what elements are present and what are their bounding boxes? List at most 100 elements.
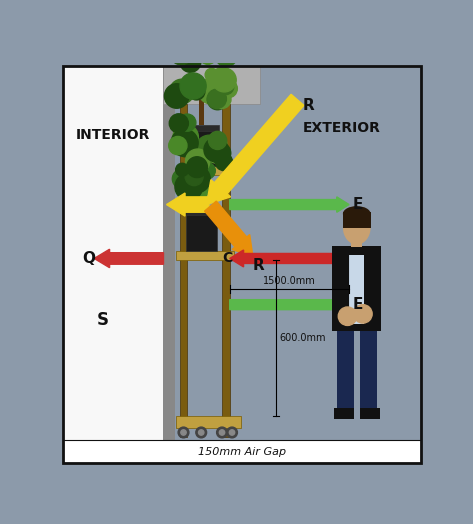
Bar [186,212,217,251]
Text: Q: Q [82,251,95,266]
Circle shape [187,157,208,178]
Bar [360,331,377,408]
Circle shape [215,45,237,67]
Circle shape [179,114,196,131]
Circle shape [218,79,234,95]
Circle shape [172,30,186,45]
Circle shape [212,90,231,108]
Circle shape [210,143,231,163]
Circle shape [209,148,225,163]
Circle shape [354,304,372,323]
Ellipse shape [343,211,371,245]
Bar [184,210,219,215]
Circle shape [205,36,218,49]
Bar [343,212,371,227]
Text: E: E [353,297,363,312]
Text: S: S [96,311,109,329]
Text: INTERIOR: INTERIOR [76,128,150,142]
Bar [180,104,187,437]
Circle shape [198,78,224,104]
Text: R: R [253,258,264,274]
Circle shape [173,124,198,150]
Circle shape [227,427,237,438]
Circle shape [172,169,192,189]
Text: 600.0mm: 600.0mm [280,333,326,343]
Bar [360,408,380,419]
Text: C: C [222,252,232,266]
Circle shape [165,84,189,108]
Bar [176,416,241,428]
Text: R: R [303,99,315,114]
FancyArrow shape [230,297,349,312]
Circle shape [178,427,189,438]
Circle shape [175,163,189,176]
Circle shape [171,129,198,157]
Circle shape [191,45,203,58]
Text: EXTERIOR: EXTERIOR [302,121,380,135]
Circle shape [169,136,187,155]
FancyArrow shape [230,250,349,267]
Circle shape [212,68,233,88]
Bar [222,104,230,437]
Circle shape [181,430,186,435]
Circle shape [193,162,208,177]
Circle shape [180,176,195,192]
Text: E: E [353,197,363,212]
Circle shape [176,137,196,157]
Circle shape [169,114,188,133]
FancyArrow shape [230,197,349,212]
Circle shape [170,42,192,65]
Ellipse shape [343,206,371,222]
Circle shape [188,83,205,100]
Circle shape [180,51,201,72]
Circle shape [215,154,233,171]
Bar [199,79,203,125]
Bar [184,125,219,130]
Circle shape [200,48,216,64]
Bar [63,66,164,463]
Bar [337,331,354,408]
Circle shape [229,430,235,435]
Circle shape [199,30,213,45]
Text: 1500.0mm: 1500.0mm [263,276,315,286]
Circle shape [217,427,228,438]
Circle shape [167,47,183,62]
Circle shape [193,27,213,46]
Circle shape [219,430,225,435]
FancyArrow shape [207,94,304,204]
Circle shape [205,68,218,81]
Circle shape [185,168,203,185]
Circle shape [169,79,194,104]
Circle shape [180,73,206,99]
Bar [351,232,362,247]
Circle shape [217,147,230,160]
Circle shape [216,94,229,107]
Circle shape [204,138,228,162]
Circle shape [195,135,223,163]
Bar [176,166,234,176]
Circle shape [207,90,228,110]
Polygon shape [365,255,380,328]
Bar [63,440,421,463]
FancyArrow shape [94,249,164,268]
Circle shape [212,68,236,92]
FancyArrow shape [205,201,253,256]
Circle shape [196,427,207,438]
Circle shape [207,89,227,108]
Bar [349,255,365,324]
Bar [199,163,203,210]
Circle shape [183,166,210,193]
Bar [332,246,381,331]
Circle shape [198,22,223,47]
Circle shape [199,430,204,435]
Circle shape [338,307,357,325]
Circle shape [175,173,202,201]
Circle shape [188,179,209,200]
Circle shape [185,149,210,173]
Circle shape [207,134,227,154]
Polygon shape [333,255,349,328]
Text: 150mm Air Gap: 150mm Air Gap [198,447,287,457]
Bar [186,127,217,166]
Bar [333,408,354,419]
Circle shape [219,79,237,98]
